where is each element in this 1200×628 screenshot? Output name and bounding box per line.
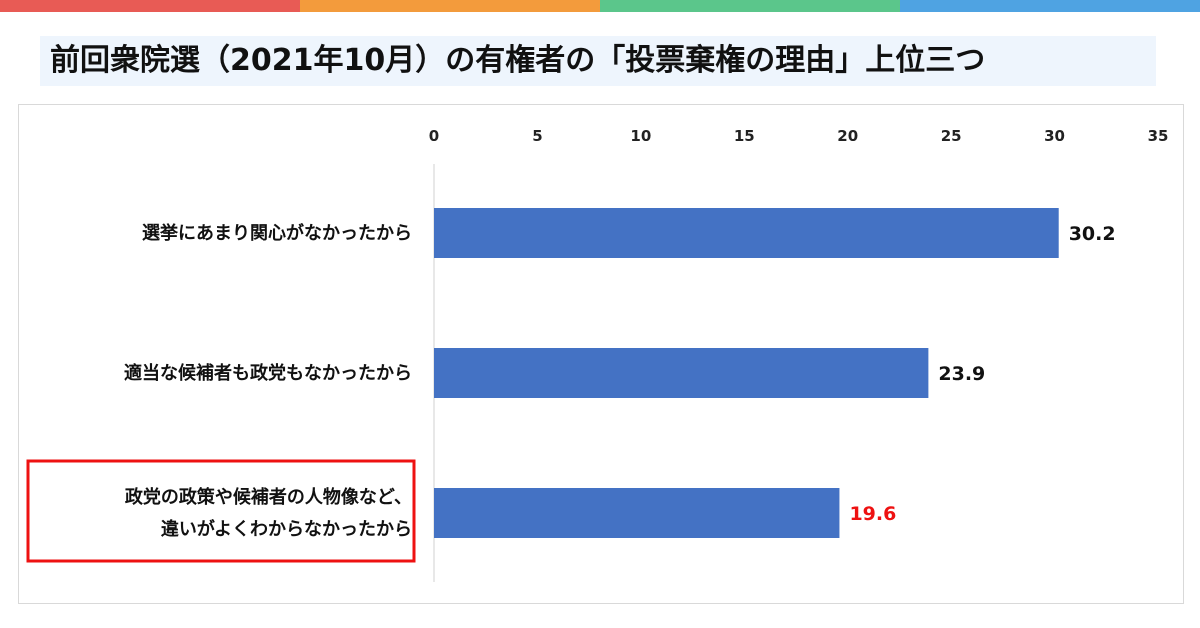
top-bar-segment-red [0,0,300,12]
top-bar-segment-orange [300,0,600,12]
top-bar-segment-blue [900,0,1200,12]
top-color-bar [0,0,1200,12]
x-tick-label: 5 [532,127,542,145]
x-tick-label: 20 [837,127,858,145]
x-tick-label: 25 [941,127,962,145]
data-label: 19.6 [849,503,896,525]
highlight-box [26,459,416,563]
x-tick-label: 10 [630,127,651,145]
bar [434,348,929,398]
chart-container [18,104,1184,604]
x-tick-label: 0 [429,127,439,145]
data-label: 30.2 [1069,223,1116,245]
category-label: 適当な候補者も政党もなかったから [124,362,412,384]
x-tick-label: 35 [1148,127,1169,145]
data-label: 23.9 [938,363,985,385]
category-label: 政党の政策や候補者の人物像など、 [125,486,412,508]
top-bar-segment-green [600,0,900,12]
bar [434,488,840,538]
bar [434,208,1059,258]
category-label: 選挙にあまり関心がなかったから [142,222,412,244]
x-tick-label: 15 [734,127,755,145]
x-tick-label: 30 [1044,127,1065,145]
page-title: 前回衆院選（2021年10月）の有権者の「投票棄権の理由」上位三つ [40,36,1156,86]
category-label: 違いがよくわからなかったから [161,518,412,540]
